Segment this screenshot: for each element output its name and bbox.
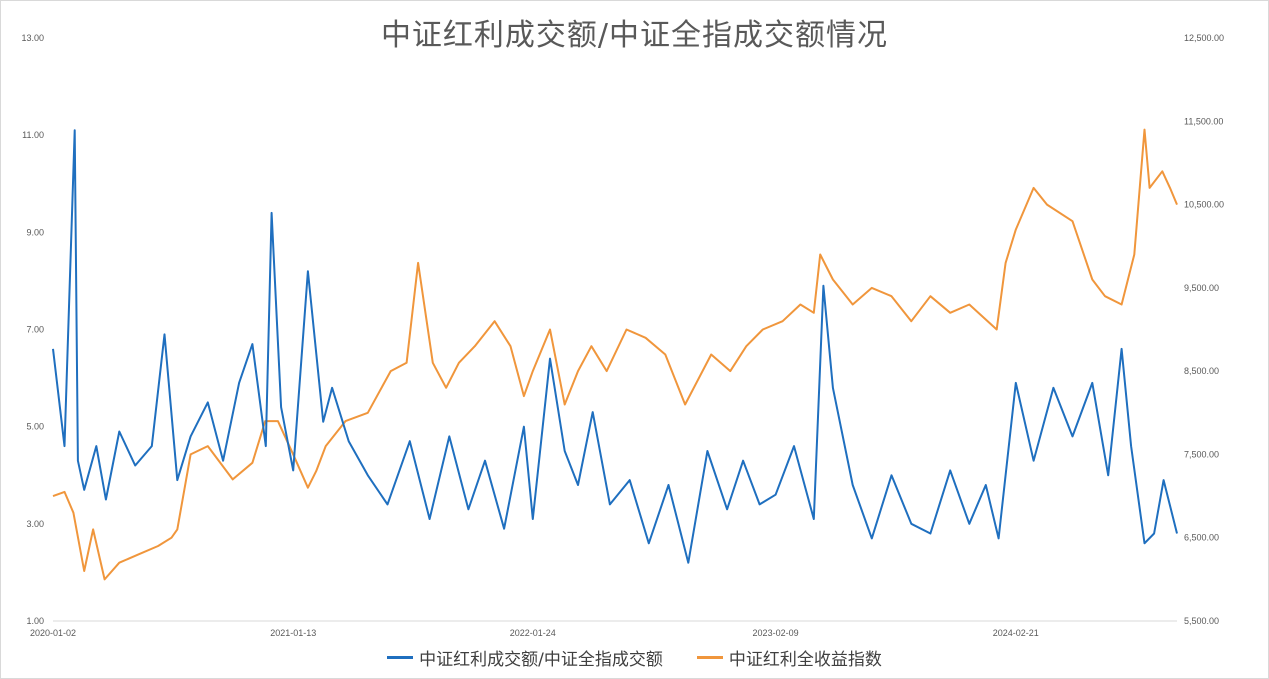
legend-item-ratio: 中证红利成交额/中证全指成交额 [387,645,663,670]
x-axis-ticks: 2020-01-02 2021-01-13 2022-01-24 2023-02-09… [30,628,1039,638]
x-tick-label-4: 2024-02-21 [993,628,1039,638]
legend-label-index: 中证红利全收益指数 [728,650,882,670]
right-axis-ticks: 5,500.00 6,500.00 7,500.00 8,500.00 9,500.00… [1184,33,1224,626]
left-tick-label-3: 7.00 [26,325,44,335]
right-tick-label-2: 7,500.00 [1184,449,1219,459]
left-tick-label-2: 5.00 [26,422,44,432]
right-tick-label-0: 5,500.00 [1184,616,1219,626]
series-lines [52,128,1178,581]
x-tick-label-2: 2022-01-24 [510,628,556,638]
left-tick-label-6: 13.00 [21,33,44,43]
x-tick-label-1: 2021-01-13 [270,628,316,638]
x-tick-label-3: 2023-02-09 [753,628,799,638]
right-tick-label-6: 11,500.00 [1184,116,1223,126]
chart-title: 中证红利成交额/中证全指成交额情况 [380,18,889,53]
right-tick-label-7: 12,500.00 [1184,33,1224,43]
legend-label-ratio: 中证红利成交额/中证全指成交额 [419,650,663,670]
left-axis-ticks: 1.00 3.00 5.00 7.00 9.00 11.00 13.00 [21,33,44,626]
left-tick-label-4: 9.00 [26,227,44,237]
x-tick-label-0: 2020-01-02 [30,628,76,638]
left-tick-label-1: 3.00 [26,519,44,529]
right-tick-label-3: 8,500.00 [1184,366,1219,376]
legend-swatch-index [696,656,723,659]
left-tick-label-5: 11.00 [22,130,44,140]
right-tick-label-1: 6,500.00 [1184,533,1219,543]
right-tick-label-5: 10,500.00 [1184,200,1224,210]
legend-item-index: 中证红利全收益指数 [696,645,882,670]
legend: 中证红利成交额/中证全指成交额 中证红利全收益指数 [0,645,1269,670]
left-tick-label-0: 1.00 [26,616,44,626]
series-line-ratio [52,129,1178,564]
right-tick-label-4: 9,500.00 [1184,283,1219,293]
legend-swatch-ratio [387,656,414,659]
series-line-index [52,128,1178,581]
